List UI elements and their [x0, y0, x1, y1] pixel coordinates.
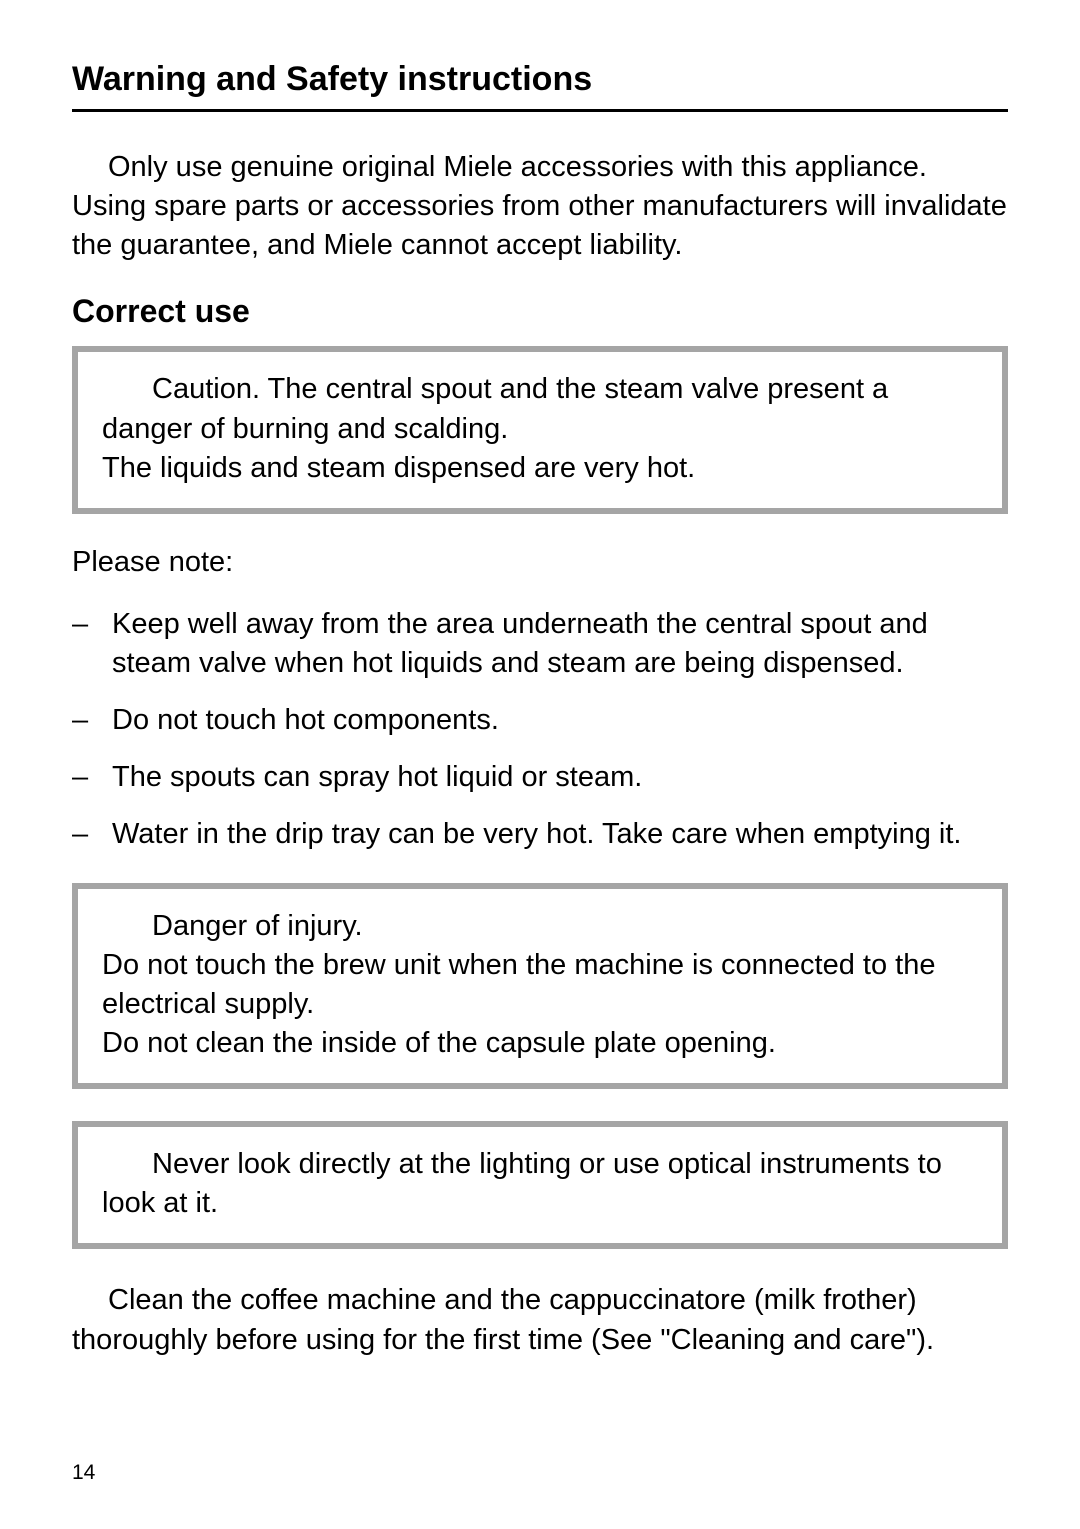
section-heading-correct-use: Correct use: [72, 293, 1008, 330]
callout3-line1: Never look directly at the lighting or u…: [102, 1145, 978, 1223]
list-item: Water in the drip tray can be very hot. …: [72, 815, 1008, 854]
callout1-line1: Caution. The central spout and the steam…: [102, 370, 978, 448]
page-header: Warning and Safety instructions: [72, 60, 1008, 112]
please-note-label: Please note:: [72, 546, 1008, 579]
document-page: Warning and Safety instructions Only use…: [0, 0, 1080, 1529]
cleaning-paragraph: Clean the coffee machine and the cappucc…: [72, 1281, 1008, 1359]
danger-callout-2: Danger of injury. Do not touch the brew …: [72, 883, 1008, 1090]
lighting-callout-3: Never look directly at the lighting or u…: [72, 1121, 1008, 1249]
intro-paragraph-text: Only use genuine original Miele accessor…: [72, 148, 1008, 265]
list-item: Keep well away from the area underneath …: [72, 605, 1008, 683]
notes-list: Keep well away from the area underneath …: [72, 605, 1008, 855]
cleaning-paragraph-text: Clean the coffee machine and the cappucc…: [72, 1281, 1008, 1359]
list-item: The spouts can spray hot liquid or steam…: [72, 758, 1008, 797]
list-item: Do not touch hot components.: [72, 701, 1008, 740]
page-number: 14: [72, 1461, 95, 1485]
callout2-line2: Do not touch the brew unit when the mach…: [102, 946, 978, 1024]
callout2-line3: Do not clean the inside of the capsule p…: [102, 1024, 978, 1063]
callout2-line1: Danger of injury.: [102, 907, 978, 946]
page-title: Warning and Safety instructions: [72, 60, 1008, 99]
caution-callout-1: Caution. The central spout and the steam…: [72, 346, 1008, 513]
intro-paragraph: Only use genuine original Miele accessor…: [72, 148, 1008, 265]
callout1-line2: The liquids and steam dispensed are very…: [102, 449, 978, 488]
